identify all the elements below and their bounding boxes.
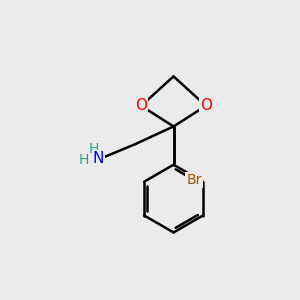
Text: H: H bbox=[89, 142, 99, 155]
Text: N: N bbox=[93, 151, 104, 166]
Text: H: H bbox=[79, 153, 89, 167]
Text: Br: Br bbox=[186, 173, 202, 187]
Text: O: O bbox=[135, 98, 147, 113]
Text: O: O bbox=[200, 98, 212, 113]
